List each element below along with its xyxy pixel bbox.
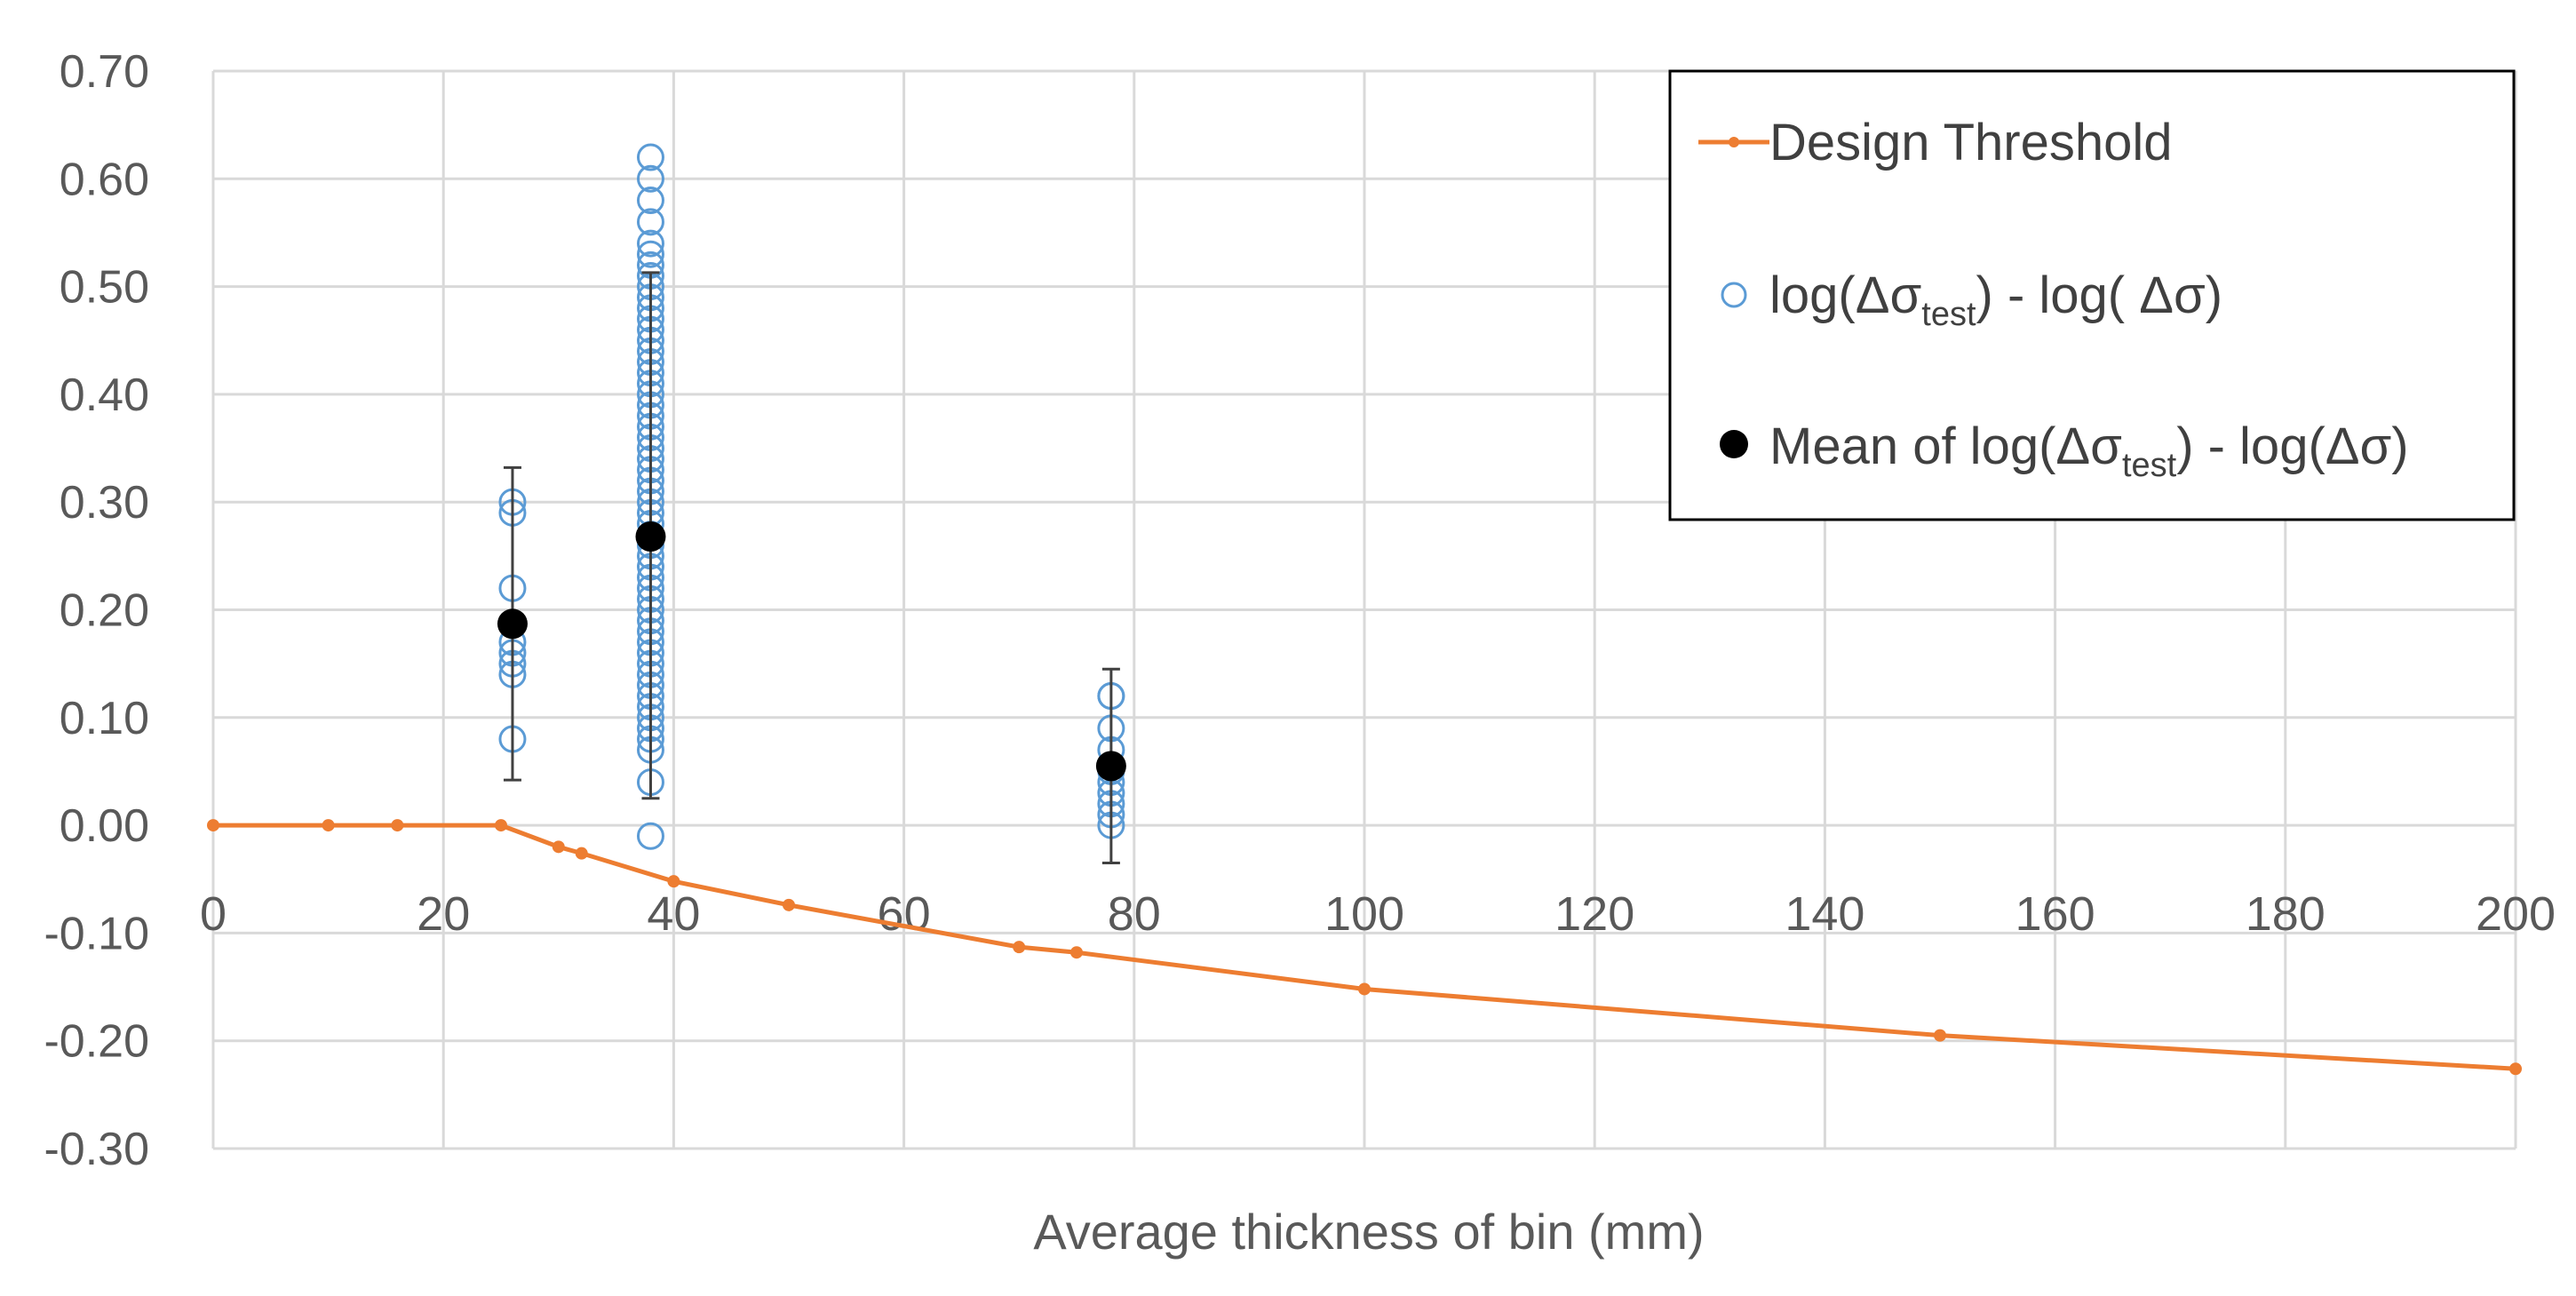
observed-point [636, 229, 664, 258]
observed-point [636, 208, 664, 236]
x-tick-label: 20 [417, 887, 470, 941]
gridlines [211, 69, 2517, 1150]
observed-point [636, 143, 664, 171]
y-tick-label: 0.00 [60, 800, 149, 852]
mean-point [497, 608, 528, 640]
legend-item-observed: log(Δσtest) - log( Δσ) [1721, 266, 2222, 333]
design-threshold-point [322, 819, 335, 832]
legend-label-observed: log(Δσtest) - log( Δσ) [1769, 266, 2222, 333]
x-tick-label: 40 [647, 887, 700, 941]
design-threshold-series [207, 819, 2522, 1076]
mean-point [1095, 751, 1126, 782]
design-threshold-point [1070, 946, 1083, 959]
y-tick-label: -0.20 [44, 1016, 149, 1068]
legend-label-mean: Mean of log(Δσtest) - log(Δσ) [1769, 417, 2409, 484]
observed-point [636, 240, 664, 268]
y-tick-label: 0.30 [60, 477, 149, 529]
x-axis-ticks: 0 20 40 60 80 100 120 140 160 180 200 [200, 887, 2556, 941]
y-axis-ticks: 0.70 0.60 0.50 0.40 0.30 0.20 0.10 0.00 -0.10 -0.… [44, 46, 149, 1175]
legend-observed-sub: test [1921, 296, 1976, 333]
y-tick-label: 0.20 [60, 585, 149, 637]
design-threshold-point [495, 819, 507, 832]
mean-point [635, 521, 666, 553]
y-tick-label: 0.60 [60, 154, 149, 205]
y-tick-label: 0.10 [60, 693, 149, 744]
legend-swatch-marker [1729, 137, 1739, 147]
observed-point [636, 187, 664, 215]
design-threshold-point [207, 819, 219, 832]
y-tick-label: 0.50 [60, 262, 149, 314]
x-tick-label: 100 [1324, 887, 1404, 941]
y-tick-label: -0.30 [44, 1124, 149, 1175]
design-threshold-point [391, 819, 404, 832]
observed-point [636, 164, 664, 193]
design-threshold-point [783, 898, 795, 911]
legend-swatch-open-circle [1721, 282, 1747, 308]
legend: Design Threshold log(Δσtest) - log( Δσ) … [1668, 69, 2516, 521]
legend-mean-prefix: Mean of log(Δσ [1769, 417, 2122, 475]
y-tick-label: 0.70 [60, 46, 149, 98]
x-tick-label: 160 [2015, 887, 2095, 941]
y-tick-label: -0.10 [44, 908, 149, 959]
design-threshold-point [575, 847, 588, 860]
design-threshold-point [1934, 1029, 1946, 1042]
observed-series [498, 143, 1125, 850]
x-axis-title: Average thickness of bin (mm) [1033, 1204, 1704, 1260]
legend-swatch-filled-circle [1720, 430, 1748, 458]
legend-box [1668, 69, 2516, 521]
x-tick-label: 180 [2246, 887, 2326, 941]
x-tick-label: 80 [1108, 887, 1161, 941]
observed-point [636, 822, 664, 850]
mean-series [497, 271, 1126, 865]
x-tick-label: 0 [200, 887, 227, 941]
legend-mean-sub: test [2122, 447, 2177, 484]
legend-item-mean: Mean of log(Δσtest) - log(Δσ) [1720, 417, 2409, 484]
legend-observed-prefix: log(Δσ [1769, 266, 1921, 324]
design-threshold-point [552, 840, 565, 854]
x-tick-label: 140 [1785, 887, 1864, 941]
legend-item-design-threshold: Design Threshold [1698, 114, 2173, 171]
design-threshold-point [1358, 982, 1371, 996]
legend-mean-suffix: ) - log(Δσ) [2176, 417, 2408, 475]
design-threshold-point [667, 875, 680, 888]
x-tick-label: 200 [2476, 887, 2556, 941]
design-threshold-point [2509, 1062, 2522, 1076]
legend-label-design-threshold: Design Threshold [1769, 114, 2173, 171]
x-tick-label: 120 [1554, 887, 1634, 941]
legend-observed-suffix: ) - log( Δσ) [1976, 266, 2223, 324]
design-threshold-point [1013, 941, 1026, 954]
y-tick-label: 0.40 [60, 370, 149, 421]
x-tick-label: 60 [878, 887, 931, 941]
